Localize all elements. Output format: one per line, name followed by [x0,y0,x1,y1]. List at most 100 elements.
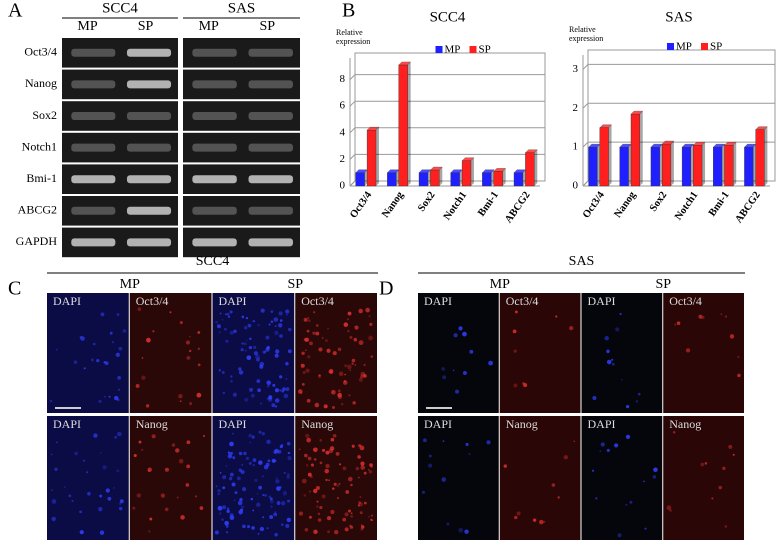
cell-dot [340,402,344,406]
bar [493,168,507,187]
cell-dot [287,451,291,455]
cell-dot [319,439,322,442]
cell-dot [275,349,280,354]
cell-dot [313,458,317,461]
cell-dot [254,478,258,483]
cell-dot [698,314,703,319]
channel-label: DAPI [588,294,616,308]
cell-dot [199,506,204,510]
group-label: SAS [228,0,256,16]
cell-dot [51,489,53,492]
cell-dot [258,485,262,490]
cell-dot [229,330,234,335]
cell-dot [109,331,113,335]
cell-dot [300,363,305,368]
cell-dot [179,320,183,325]
y-tick-label: 1 [573,141,579,153]
bar-top [429,166,443,171]
cell-dot [344,364,348,368]
gel-lane [183,196,300,226]
cell-dot [368,515,370,518]
cell-dot [186,440,191,445]
cell-dot [256,492,259,495]
cell-dot [255,354,260,360]
gel-band [248,48,293,57]
cell-dot [446,522,450,526]
cell-dot [119,502,122,505]
cell-dot [253,351,259,356]
cell-dot [462,371,467,375]
group-label: SP [655,277,671,292]
cell-dot [421,490,426,494]
cell-dot [231,432,234,435]
gel-band [248,206,293,215]
cell-dot [326,348,331,353]
cell-dot [306,329,310,333]
cell-dot [306,464,309,467]
bar [619,143,632,187]
cell-dot [185,483,190,487]
cell-dot [260,308,265,313]
cell-dot [336,497,339,500]
cell-dot [185,340,190,345]
cell-dot [286,517,291,523]
cell-dot [307,472,312,477]
cell-dot [514,310,518,314]
bar [755,126,768,187]
cell-dot [301,478,307,484]
cell-dot [245,316,249,320]
cell-dot [285,362,289,366]
gene-label: GAPDH [16,234,58,248]
bar [461,157,475,187]
micro-image [499,416,581,540]
grid-line [349,74,545,80]
bar-front [398,64,408,187]
grid-line [349,153,545,160]
cell-dot [619,312,622,316]
cell-dot [328,448,334,454]
cell-dot [573,440,576,443]
y-tick-label: 8 [340,73,346,85]
cell-dot [240,348,244,352]
cell-dot [347,476,353,482]
bar-top [493,168,507,172]
cell-dot [63,486,66,489]
cell-dot [269,497,273,501]
cell-dot [114,436,117,439]
cell-dot [625,405,630,409]
cell-dot [614,443,619,448]
cell-dot [230,375,233,378]
cell-dot [252,320,254,323]
legend-swatch [469,46,477,53]
cell-dot [178,393,183,399]
cell-dot [79,335,83,339]
cell-dot [92,342,96,346]
group-label: MP [490,277,510,292]
cell-dot [267,397,273,402]
cell-dot [309,515,312,519]
cell-dot [350,514,354,518]
cell-dot [274,511,277,513]
cell-dot [73,360,78,364]
cell-dot [314,402,320,408]
x-tick-label: Sox2 [416,190,437,214]
y-tick-label: 4 [340,126,346,138]
cell-dot [331,405,335,410]
cell-dot [264,494,267,497]
gel-band [248,112,293,120]
cell-dot [274,533,278,537]
cell-dot [442,440,445,443]
cell-dot [141,375,146,381]
cell-dot [368,335,373,341]
gel-band [71,175,116,184]
bar-side [597,144,601,186]
cell-dot [249,441,252,444]
cell-dot [486,440,491,445]
bar-front [418,172,429,187]
cell-dot [267,384,270,388]
cell-dot [488,360,493,366]
cell-dot [604,336,609,341]
cell-dot [274,330,279,336]
gene-label: Notch1 [22,139,57,153]
cell-dot [354,325,359,330]
